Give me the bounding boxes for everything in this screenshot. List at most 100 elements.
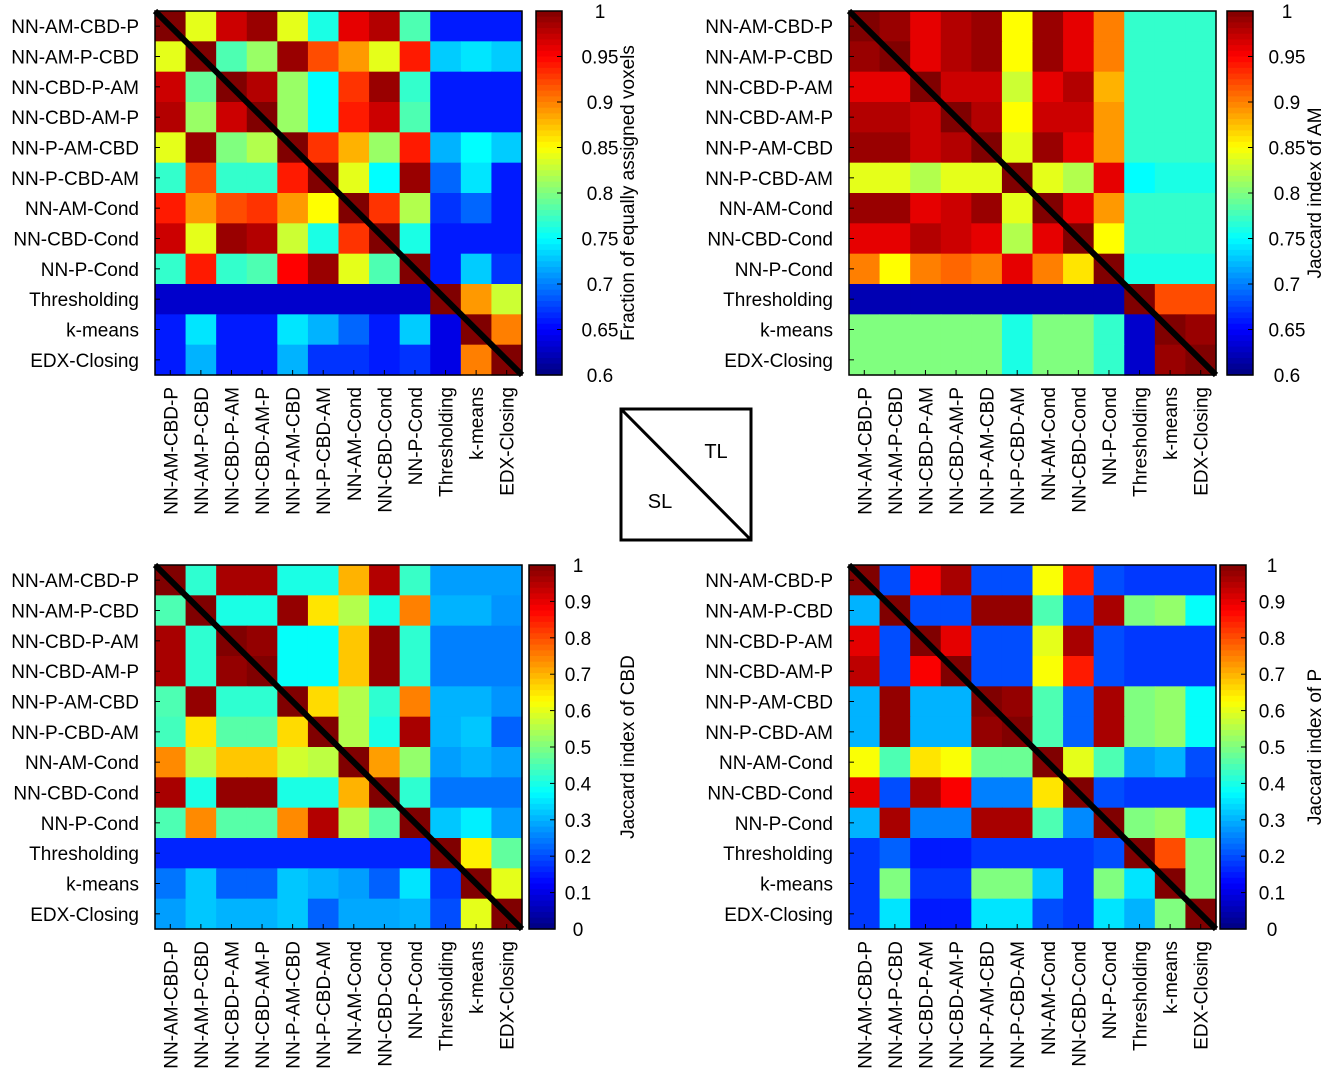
heatmap-cell — [216, 102, 248, 133]
colorbar-band — [1220, 917, 1246, 924]
heatmap-cell — [849, 314, 881, 346]
heatmap-cell — [1154, 193, 1187, 224]
colorbar-band — [536, 210, 562, 217]
heatmap-cell — [1001, 868, 1034, 900]
colorbar-band — [536, 16, 562, 23]
heatmap-cell — [910, 102, 942, 133]
heatmap-cell — [1001, 284, 1034, 315]
colorbar-band — [1227, 158, 1253, 166]
heatmap-cell — [338, 686, 370, 718]
heatmap-cell — [1032, 71, 1064, 103]
heatmap-cell — [879, 223, 911, 255]
colorbar-label: Jaccard index of AM — [1305, 107, 1326, 278]
colorbar-tick-label: 0.8 — [1259, 629, 1285, 650]
heatmap-cell — [338, 868, 370, 900]
colorbar-band — [529, 633, 555, 640]
heatmap-cell — [399, 284, 431, 315]
heatmap-cell — [1093, 716, 1125, 748]
colorbar-band — [1220, 690, 1246, 697]
heatmap-cell — [307, 625, 340, 657]
heatmap-cell — [1093, 777, 1125, 809]
colorbar-band — [1227, 45, 1253, 52]
colorbar-band — [529, 923, 555, 930]
heatmap-cell — [430, 223, 462, 255]
heatmap-cell — [1001, 132, 1034, 164]
heatmap-cell — [246, 11, 278, 42]
colorbar-band — [1220, 616, 1246, 623]
heatmap-cell — [1124, 102, 1156, 133]
heatmap-cell — [1124, 716, 1156, 748]
heatmap-cell — [399, 716, 431, 748]
col-tick-label: EDX-Closing — [498, 941, 519, 1050]
colorbar-band — [1227, 11, 1253, 18]
heatmap-cell — [1063, 747, 1095, 778]
colorbar-band — [529, 758, 555, 765]
colorbar-band — [1220, 638, 1246, 646]
heatmap-cell — [307, 193, 340, 224]
heatmap-cell — [399, 193, 431, 224]
heatmap-cells — [849, 11, 1217, 376]
colorbar-band — [1220, 781, 1246, 788]
heatmap-cell — [216, 284, 248, 315]
heatmap-cell — [399, 747, 431, 778]
heatmap-cell — [1032, 565, 1064, 596]
heatmap-cell — [185, 656, 217, 687]
heatmap-cell — [910, 11, 942, 42]
colorbar-band — [536, 272, 562, 279]
colorbar-band — [1220, 786, 1246, 794]
heatmap-cell — [940, 223, 972, 255]
row-tick-label: NN-P-AM-CBD — [705, 139, 833, 160]
colorbar-band — [1227, 181, 1253, 188]
col-tick-label: NN-CBD-AM-P — [947, 387, 968, 515]
colorbar-band — [1227, 318, 1253, 325]
colorbar-tick-label: 1 — [573, 556, 584, 577]
colorbar-band — [1220, 695, 1246, 703]
colorbar-band — [529, 735, 555, 742]
heatmap-cell — [216, 595, 248, 627]
colorbar-band — [1220, 906, 1246, 913]
heatmap-cell — [849, 193, 881, 224]
colorbar-band — [536, 255, 562, 262]
colorbar-band — [529, 741, 555, 748]
heatmap-cell — [155, 838, 187, 869]
heatmap-cell — [1001, 41, 1034, 73]
row-tick-label: NN-P-Cond — [41, 260, 139, 281]
colorbar-band — [536, 318, 562, 325]
colorbar-band — [1220, 809, 1246, 816]
heatmap-cell — [1032, 284, 1064, 315]
colorbar-band — [1227, 107, 1253, 114]
heatmap-cell — [879, 314, 911, 346]
heatmap-cell — [940, 777, 972, 809]
heatmap-cell — [460, 162, 493, 194]
colorbar-band — [536, 79, 562, 86]
heatmap-cell — [460, 132, 493, 164]
heatmap-cell — [1001, 747, 1034, 778]
heatmap-cell — [849, 686, 881, 718]
colorbar-band — [536, 238, 562, 245]
colorbar-tick-label: 0.8 — [587, 184, 613, 205]
col-tick-label: NN-P-CBD-AM — [1008, 941, 1029, 1069]
colorbar-band — [1220, 673, 1246, 680]
heatmap-cell — [940, 314, 972, 346]
col-tick-label: EDX-Closing — [1192, 387, 1213, 496]
colorbar-band — [1220, 650, 1246, 657]
colorbar-tick-label: 0.65 — [1269, 321, 1306, 342]
colorbar-band — [536, 329, 562, 336]
colorbar-tick-label: 0.9 — [587, 93, 613, 114]
heatmap-cell — [185, 253, 217, 285]
heatmap-cell — [155, 686, 187, 718]
row-tick-label: EDX-Closing — [724, 351, 833, 372]
colorbar-tick-label: 0.1 — [565, 884, 591, 905]
heatmap-cell — [369, 41, 401, 73]
heatmap-cell — [1154, 747, 1187, 778]
colorbar-band — [1220, 877, 1246, 885]
colorbar-band — [536, 289, 562, 296]
colorbar-band — [1227, 119, 1253, 126]
col-tick-label: NN-P-Cond — [1100, 941, 1121, 1039]
row-tick-label: NN-P-CBD-AM — [705, 169, 833, 190]
colorbar-band — [1220, 701, 1246, 708]
colorbar-band — [1227, 244, 1253, 251]
heatmap-cell — [1185, 868, 1217, 900]
heatmap-cell — [430, 193, 462, 224]
row-tick-label: EDX-Closing — [30, 351, 139, 372]
